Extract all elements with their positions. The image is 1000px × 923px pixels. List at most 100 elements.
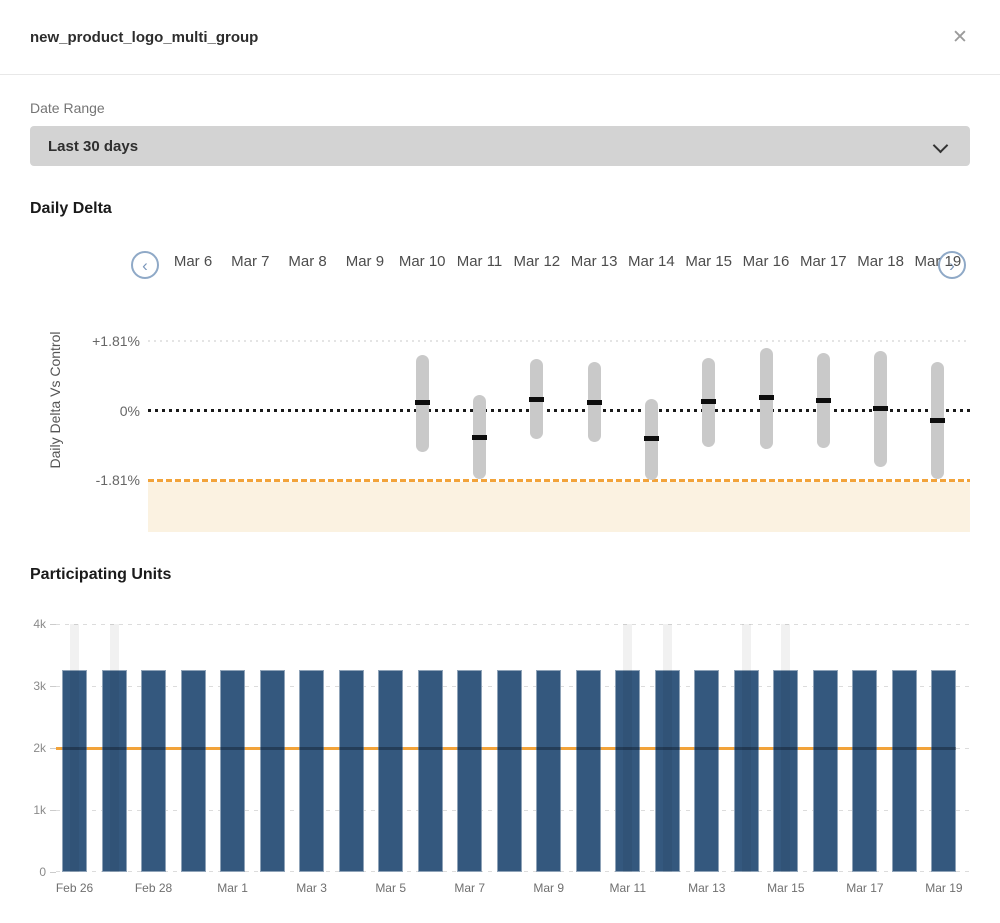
modal-title: new_product_logo_multi_group (30, 29, 259, 46)
delta-mean-mark (815, 398, 831, 404)
units-gridline (56, 624, 970, 625)
units-x-tick-label: Mar 19 (925, 881, 963, 895)
units-x-tick-label: Mar 9 (533, 881, 565, 895)
control-line-over-bar (891, 746, 917, 750)
control-line-over-bar (575, 746, 601, 750)
control-line-over-bar (259, 746, 285, 750)
units-bar[interactable] (299, 670, 325, 872)
delta-mean-mark (873, 406, 889, 412)
nav-date-label: Mar 16 (742, 253, 790, 270)
units-y-tick-label: 3k (33, 679, 46, 693)
date-range-label: Date Range (30, 100, 105, 116)
control-line-over-bar (101, 746, 127, 750)
units-x-tick-label: Feb 26 (55, 881, 94, 895)
delta-gridline (148, 339, 970, 342)
units-x-tick-label: Mar 17 (846, 881, 884, 895)
units-y-tick-label: 4k (33, 617, 46, 631)
prev-dates-button[interactable]: ‹ (131, 251, 159, 279)
control-line-over-bar (852, 746, 878, 750)
highlight-column (109, 624, 119, 872)
delta-mean-mark (414, 400, 430, 406)
units-bar[interactable] (773, 670, 799, 872)
control-line-over-bar (457, 746, 483, 750)
units-bar[interactable] (733, 670, 759, 872)
units-bar[interactable] (891, 670, 917, 872)
units-y-tick-mark (50, 748, 56, 749)
units-x-tick-label: Mar 13 (688, 881, 726, 895)
delta-mean-mark (586, 399, 602, 405)
units-bar[interactable] (536, 670, 562, 872)
units-bar[interactable] (575, 670, 601, 872)
close-button[interactable]: ✕ (946, 24, 974, 52)
chevron-down-icon (932, 137, 949, 154)
nav-date-label: Mar 12 (513, 253, 561, 270)
units-plot-area (56, 616, 970, 872)
nav-date-label: Mar 17 (799, 253, 847, 270)
units-x-tick-label: Mar 15 (767, 881, 805, 895)
control-line-over-bar (496, 746, 522, 750)
units-y-tick-label: 1k (33, 803, 46, 817)
units-y-tick-mark (50, 686, 56, 687)
units-bar[interactable] (852, 670, 878, 872)
units-bar[interactable] (457, 670, 483, 872)
nav-date-label: Mar 14 (628, 253, 675, 270)
nav-date-label: Mar 11 (456, 253, 503, 270)
units-bar[interactable] (378, 670, 404, 872)
delta-y-tick-label: -1.81% (95, 472, 140, 488)
control-line-over-bar (378, 746, 404, 750)
delta-mean-mark (643, 436, 659, 442)
delta-plot-area (148, 310, 970, 532)
control-line-over-bar (931, 746, 957, 750)
units-x-tick-label: Mar 7 (454, 881, 486, 895)
units-y-tick-label: 0 (39, 865, 46, 879)
highlight-column (741, 624, 751, 872)
units-bar[interactable] (417, 670, 443, 872)
chevron-right-icon: › (949, 255, 955, 275)
units-bar[interactable] (101, 670, 127, 872)
control-line-over-bar (733, 746, 759, 750)
units-x-tick-label: Mar 5 (375, 881, 406, 895)
nav-date-label: Mar 7 (231, 253, 270, 270)
date-range-select[interactable]: Last 30 days (30, 126, 970, 166)
highlight-column (662, 624, 672, 872)
units-y-tick-mark (50, 872, 56, 873)
next-dates-button[interactable]: › (938, 251, 966, 279)
control-line-over-bar (338, 746, 364, 750)
nav-date-label: Mar 19 (914, 253, 962, 270)
nav-date-label: Mar 9 (345, 253, 385, 270)
control-line-over-bar (62, 746, 87, 750)
daily-delta-heading: Daily Delta (30, 200, 112, 217)
units-bar[interactable] (141, 670, 167, 872)
control-line-over-bar (615, 746, 641, 750)
units-bar[interactable] (180, 670, 206, 872)
units-bar[interactable] (654, 670, 680, 872)
delta-mean-mark (529, 397, 545, 403)
participating-units-chart: 0 1k 2k 3k 4k Feb 26 Feb 28 Mar 1 Mar 3 Mar 5 Mar… (0, 616, 1000, 916)
units-bar[interactable] (615, 670, 641, 872)
units-bar[interactable] (338, 670, 364, 872)
units-bar[interactable] (496, 670, 522, 872)
chevron-left-icon: ‹ (142, 255, 148, 275)
nav-date-label: Mar 10 (398, 253, 446, 270)
units-bar[interactable] (931, 670, 957, 872)
threshold-band (148, 481, 970, 532)
units-bar[interactable] (259, 670, 285, 872)
units-bar[interactable] (694, 670, 720, 872)
delta-mean-mark (758, 395, 774, 401)
control-line-over-bar (773, 746, 799, 750)
nav-date-label: Mar 15 (685, 253, 733, 270)
units-x-tick-label: Mar 11 (609, 881, 646, 895)
units-y-tick-mark (50, 810, 56, 811)
date-nav-row: Mar 6 Mar 7 Mar 8 Mar 9 Mar 10 Mar 11 Mar 12 Ma… (0, 249, 1000, 275)
highlight-column (623, 624, 633, 872)
units-x-tick-label: Feb 28 (134, 881, 173, 895)
units-bar[interactable] (220, 670, 246, 872)
control-line-over-bar (417, 746, 443, 750)
units-bar[interactable] (812, 670, 838, 872)
delta-mean-mark (701, 398, 717, 404)
control-line-over-bar (299, 746, 325, 750)
highlight-column (70, 624, 79, 872)
control-line-over-bar (141, 746, 167, 750)
units-bar[interactable] (62, 670, 87, 872)
